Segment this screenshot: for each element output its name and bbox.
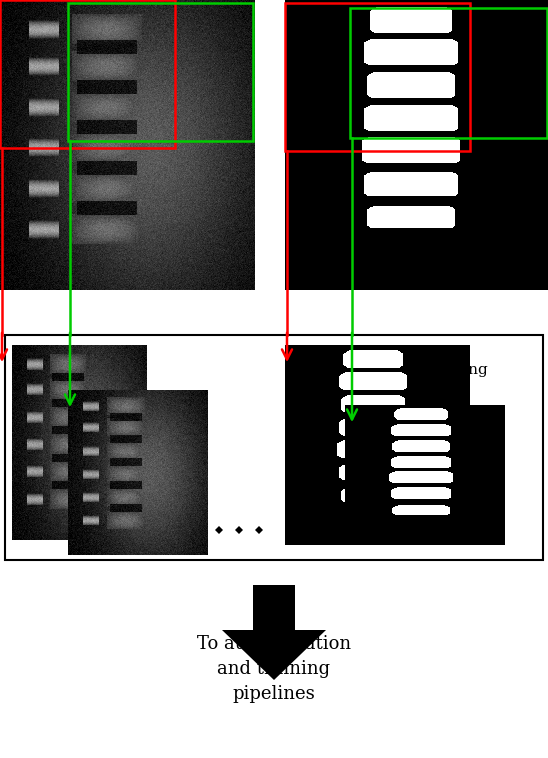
Bar bbox=[285, 3, 470, 151]
Bar bbox=[0, 0, 255, 290]
Text: To augmentation
and training
pipelines: To augmentation and training pipelines bbox=[197, 635, 351, 703]
Bar bbox=[350, 8, 547, 138]
Polygon shape bbox=[255, 526, 263, 534]
Polygon shape bbox=[455, 526, 463, 534]
Bar bbox=[285, 0, 548, 290]
Polygon shape bbox=[495, 526, 503, 534]
Polygon shape bbox=[222, 630, 326, 680]
Text: Raw
training
data: Raw training data bbox=[427, 345, 489, 396]
Polygon shape bbox=[475, 526, 483, 534]
Bar bbox=[5, 335, 543, 560]
Bar bbox=[0, 0, 175, 148]
Polygon shape bbox=[215, 526, 223, 534]
Bar bbox=[68, 3, 253, 141]
Bar bbox=[253, 585, 295, 630]
Polygon shape bbox=[235, 526, 243, 534]
